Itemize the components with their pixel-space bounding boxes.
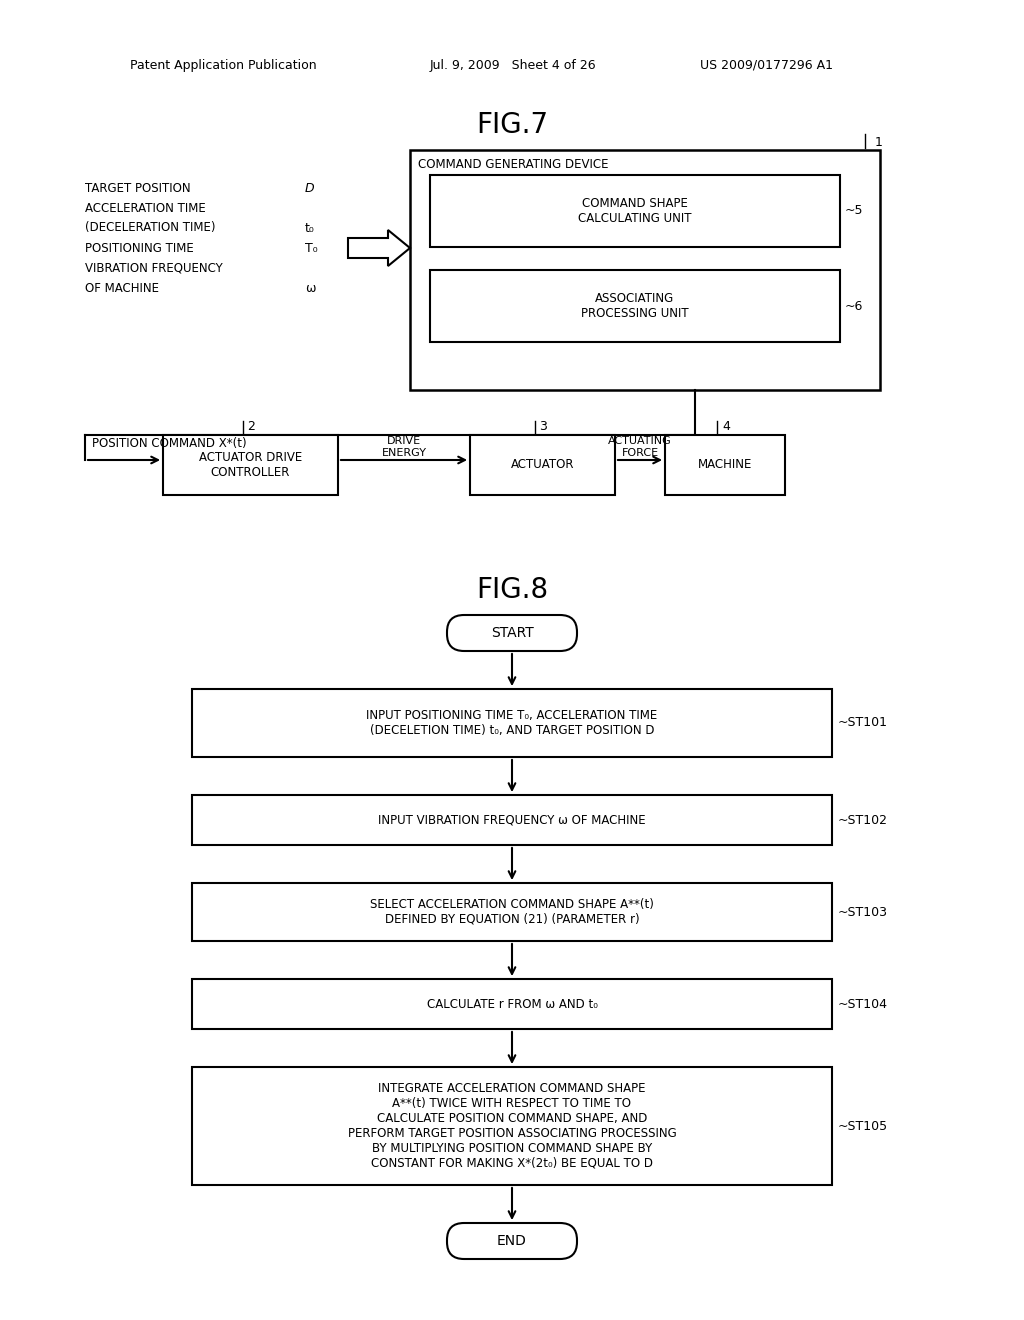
- Text: MACHINE: MACHINE: [697, 458, 753, 471]
- Text: INPUT VIBRATION FREQUENCY ω OF MACHINE: INPUT VIBRATION FREQUENCY ω OF MACHINE: [378, 813, 646, 826]
- Text: ASSOCIATING
PROCESSING UNIT: ASSOCIATING PROCESSING UNIT: [582, 292, 689, 319]
- Text: ~ST101: ~ST101: [838, 717, 888, 730]
- Bar: [430, 176, 840, 247]
- FancyBboxPatch shape: [447, 1224, 577, 1259]
- Text: 4: 4: [722, 421, 730, 433]
- Text: POSITION COMMAND X*(t): POSITION COMMAND X*(t): [92, 437, 247, 450]
- Text: ~ST104: ~ST104: [838, 998, 888, 1011]
- Text: FIG.8: FIG.8: [476, 576, 548, 605]
- Text: ACTUATING
FORCE: ACTUATING FORCE: [608, 436, 672, 458]
- Text: ~ST102: ~ST102: [838, 813, 888, 826]
- Text: END: END: [497, 1234, 527, 1247]
- Bar: [410, 150, 880, 389]
- FancyBboxPatch shape: [447, 615, 577, 651]
- Text: INPUT POSITIONING TIME T₀, ACCELERATION TIME
(DECELETION TIME) t₀, AND TARGET PO: INPUT POSITIONING TIME T₀, ACCELERATION …: [367, 709, 657, 737]
- Bar: [193, 689, 831, 756]
- Text: DRIVE
ENERGY: DRIVE ENERGY: [382, 436, 427, 458]
- Text: (DECELERATION TIME): (DECELERATION TIME): [85, 222, 215, 235]
- Text: ACTUATOR: ACTUATOR: [511, 458, 574, 471]
- Text: ~6: ~6: [845, 300, 863, 313]
- Bar: [430, 271, 840, 342]
- Text: TARGET POSITION: TARGET POSITION: [85, 181, 190, 194]
- Text: COMMAND GENERATING DEVICE: COMMAND GENERATING DEVICE: [418, 157, 608, 170]
- Text: Jul. 9, 2009   Sheet 4 of 26: Jul. 9, 2009 Sheet 4 of 26: [430, 58, 597, 71]
- Text: ACTUATOR DRIVE
CONTROLLER: ACTUATOR DRIVE CONTROLLER: [199, 451, 302, 479]
- Text: 2: 2: [248, 421, 255, 433]
- Text: t₀: t₀: [305, 222, 314, 235]
- Text: VIBRATION FREQUENCY: VIBRATION FREQUENCY: [85, 261, 223, 275]
- Bar: [193, 795, 831, 845]
- Text: 1: 1: [874, 136, 883, 149]
- Polygon shape: [348, 230, 410, 267]
- Text: ω: ω: [305, 281, 315, 294]
- Text: SELECT ACCELERATION COMMAND SHAPE A**(t)
DEFINED BY EQUATION (21) (PARAMETER r): SELECT ACCELERATION COMMAND SHAPE A**(t)…: [370, 898, 654, 927]
- Text: T₀: T₀: [305, 242, 317, 255]
- Text: OF MACHINE: OF MACHINE: [85, 281, 159, 294]
- Bar: [193, 1067, 831, 1185]
- Text: CALCULATE r FROM ω AND t₀: CALCULATE r FROM ω AND t₀: [427, 998, 597, 1011]
- Bar: [163, 436, 338, 495]
- Text: POSITIONING TIME: POSITIONING TIME: [85, 242, 194, 255]
- Text: ~ST105: ~ST105: [838, 1119, 888, 1133]
- Text: US 2009/0177296 A1: US 2009/0177296 A1: [700, 58, 833, 71]
- Bar: [193, 979, 831, 1030]
- Text: INTEGRATE ACCELERATION COMMAND SHAPE
A**(t) TWICE WITH RESPECT TO TIME TO
CALCUL: INTEGRATE ACCELERATION COMMAND SHAPE A**…: [347, 1082, 677, 1170]
- Text: D: D: [305, 181, 314, 194]
- Text: 3: 3: [540, 421, 548, 433]
- Text: Patent Application Publication: Patent Application Publication: [130, 58, 316, 71]
- Text: ~5: ~5: [845, 205, 863, 218]
- Bar: [470, 436, 615, 495]
- Text: COMMAND SHAPE
CALCULATING UNIT: COMMAND SHAPE CALCULATING UNIT: [579, 197, 692, 224]
- Text: ACCELERATION TIME: ACCELERATION TIME: [85, 202, 206, 214]
- Text: ~ST103: ~ST103: [838, 906, 888, 919]
- Bar: [193, 883, 831, 941]
- Text: START: START: [490, 626, 534, 640]
- Text: FIG.7: FIG.7: [476, 111, 548, 139]
- Bar: [665, 436, 785, 495]
